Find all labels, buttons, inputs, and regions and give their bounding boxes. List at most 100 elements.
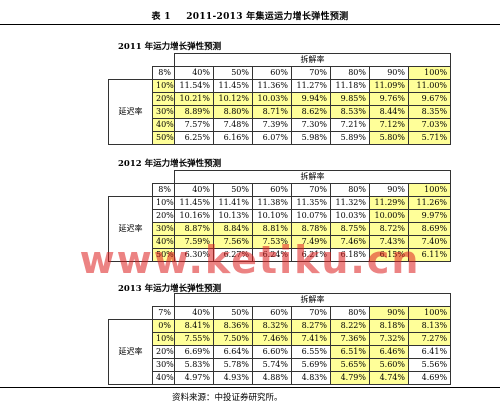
value-cell: 10.21% <box>174 92 214 106</box>
value-cell: 4.88% <box>252 371 292 385</box>
column-header-cell: 60% <box>252 306 292 320</box>
value-cell: 7.03% <box>407 118 452 132</box>
value-cell: 8.72% <box>369 222 409 236</box>
row-group-label: 延迟率 <box>108 319 153 385</box>
value-cell: 8.44% <box>369 105 409 119</box>
value-cell: 5.60% <box>369 358 409 372</box>
column-header-cell: 90% <box>369 183 409 197</box>
value-cell: 8.75% <box>330 222 370 236</box>
value-cell: 8.69% <box>407 222 452 236</box>
value-cell: 11.45% <box>213 79 253 93</box>
blank-cell <box>109 54 175 67</box>
value-cell: 5.65% <box>330 358 370 372</box>
value-cell: 6.30% <box>174 248 214 262</box>
value-cell: 11.32% <box>330 196 370 210</box>
value-cell: 7.32% <box>369 332 409 346</box>
value-cell: 11.26% <box>407 196 452 210</box>
column-header-row: 8% 40% 50% 60% 70% 80% 90% 100% <box>109 183 452 197</box>
row-pct-cell: 10% <box>152 332 175 346</box>
column-header-cell: 80% <box>330 306 370 320</box>
table-row: 40% 7.59% 7.56% 7.53% 7.49% 7.46% 7.43% 7.40% <box>109 235 452 249</box>
table-title: 2011-2013 年集运运力增长弹性预测 <box>186 12 349 22</box>
column-header-row: 7% 40% 50% 60% 70% 80% 90% 100% <box>109 306 452 320</box>
table-row: 10% 7.55% 7.50% 7.46% 7.41% 7.36% 7.32% 7.27% <box>109 332 452 346</box>
value-cell: 6.24% <box>252 248 292 262</box>
value-cell: 10.16% <box>174 209 214 223</box>
row-pct-cell: 10% <box>152 196 175 210</box>
table-row: 50% 6.25% 6.16% 6.07% 5.98% 5.89% 5.80% 5.71% <box>109 131 452 145</box>
value-cell: 5.74% <box>252 358 292 372</box>
value-cell: 7.49% <box>291 235 331 249</box>
value-cell: 5.56% <box>407 358 452 372</box>
section-label-2: 2013 年运力增长弹性预测 <box>118 284 222 294</box>
value-cell: 7.36% <box>330 332 370 346</box>
value-cell: 6.21% <box>291 248 331 262</box>
value-cell: 11.09% <box>369 79 409 93</box>
value-cell: 5.89% <box>330 131 370 145</box>
value-cell: 7.43% <box>369 235 409 249</box>
row-pct-cell: 20% <box>152 209 175 223</box>
value-cell: 6.69% <box>174 345 214 359</box>
value-cell: 9.97% <box>407 209 452 223</box>
value-cell: 7.48% <box>213 118 253 132</box>
value-cell: 8.81% <box>252 222 292 236</box>
value-cell: 5.80% <box>369 131 409 145</box>
value-cell: 6.25% <box>174 131 214 145</box>
value-cell: 8.89% <box>174 105 214 119</box>
blank-cell <box>109 171 175 184</box>
column-header-cell: 40% <box>174 183 214 197</box>
corner-value-cell: 8% <box>152 66 175 80</box>
value-cell: 11.27% <box>291 79 331 93</box>
table-row: 20% 10.21% 10.12% 10.03% 9.94% 9.85% 9.76% 9.67… <box>109 92 452 106</box>
value-cell: 7.59% <box>174 235 214 249</box>
value-cell: 5.71% <box>407 131 452 145</box>
blank-cell <box>109 307 153 320</box>
value-cell: 4.74% <box>369 371 409 385</box>
row-pct-cell: 0% <box>152 319 175 333</box>
table-row: 延迟率 0% 8.41% 8.36% 8.32% 8.27% 8.22% 8.18% 8.13% <box>108 319 452 385</box>
value-cell: 7.39% <box>252 118 292 132</box>
value-cell: 8.32% <box>252 319 292 333</box>
value-cell: 11.38% <box>252 196 292 210</box>
group-header-cell: 拆解率 <box>173 293 452 307</box>
value-cell: 8.80% <box>213 105 253 119</box>
value-cell: 7.57% <box>174 118 214 132</box>
value-cell: 8.18% <box>369 319 409 333</box>
value-cell: 6.15% <box>369 248 409 262</box>
value-cell: 6.27% <box>213 248 253 262</box>
group-header-cell: 拆解率 <box>173 53 452 67</box>
table-row: 50% 6.30% 6.27% 6.24% 6.21% 6.18% 6.15% 6.11% <box>109 248 452 262</box>
value-cell: 8.62% <box>291 105 331 119</box>
row-pct-cell: 30% <box>152 222 175 236</box>
group-header-row: 拆解率 <box>109 293 452 307</box>
column-header-cell: 100% <box>407 66 452 80</box>
column-header-cell: 80% <box>330 183 370 197</box>
value-cell: 10.00% <box>369 209 409 223</box>
row-pct-cell: 20% <box>152 92 175 106</box>
row-pct-cell: 30% <box>152 358 175 372</box>
column-header-row: 8% 40% 50% 60% 70% 80% 90% 100% <box>109 66 452 80</box>
value-cell: 10.03% <box>252 92 292 106</box>
value-cell: 4.97% <box>174 371 214 385</box>
corner-value-cell: 7% <box>152 306 175 320</box>
value-cell: 7.27% <box>407 332 452 346</box>
row-pct-cell: 50% <box>152 248 175 262</box>
row-pct-cell: 40% <box>152 235 175 249</box>
value-cell: 7.41% <box>291 332 331 346</box>
column-header-cell: 40% <box>174 66 214 80</box>
row-pct-cell: 30% <box>152 105 175 119</box>
value-cell: 8.35% <box>407 105 452 119</box>
column-header-cell: 50% <box>213 66 253 80</box>
blank-cell <box>109 67 153 80</box>
column-header-cell: 70% <box>291 66 331 80</box>
value-cell: 10.10% <box>252 209 292 223</box>
row-group-label: 延迟率 <box>108 79 153 145</box>
value-cell: 7.40% <box>407 235 452 249</box>
column-header-cell: 100% <box>407 306 452 320</box>
group-header-row: 拆解率 <box>109 170 452 184</box>
section-label-0: 2011 年运力增长弹性预测 <box>118 42 222 52</box>
column-header-cell: 40% <box>174 306 214 320</box>
value-cell: 4.83% <box>291 371 331 385</box>
source-note: 资料来源：中投证券研究所。 <box>172 393 283 403</box>
column-header-cell: 80% <box>330 66 370 80</box>
